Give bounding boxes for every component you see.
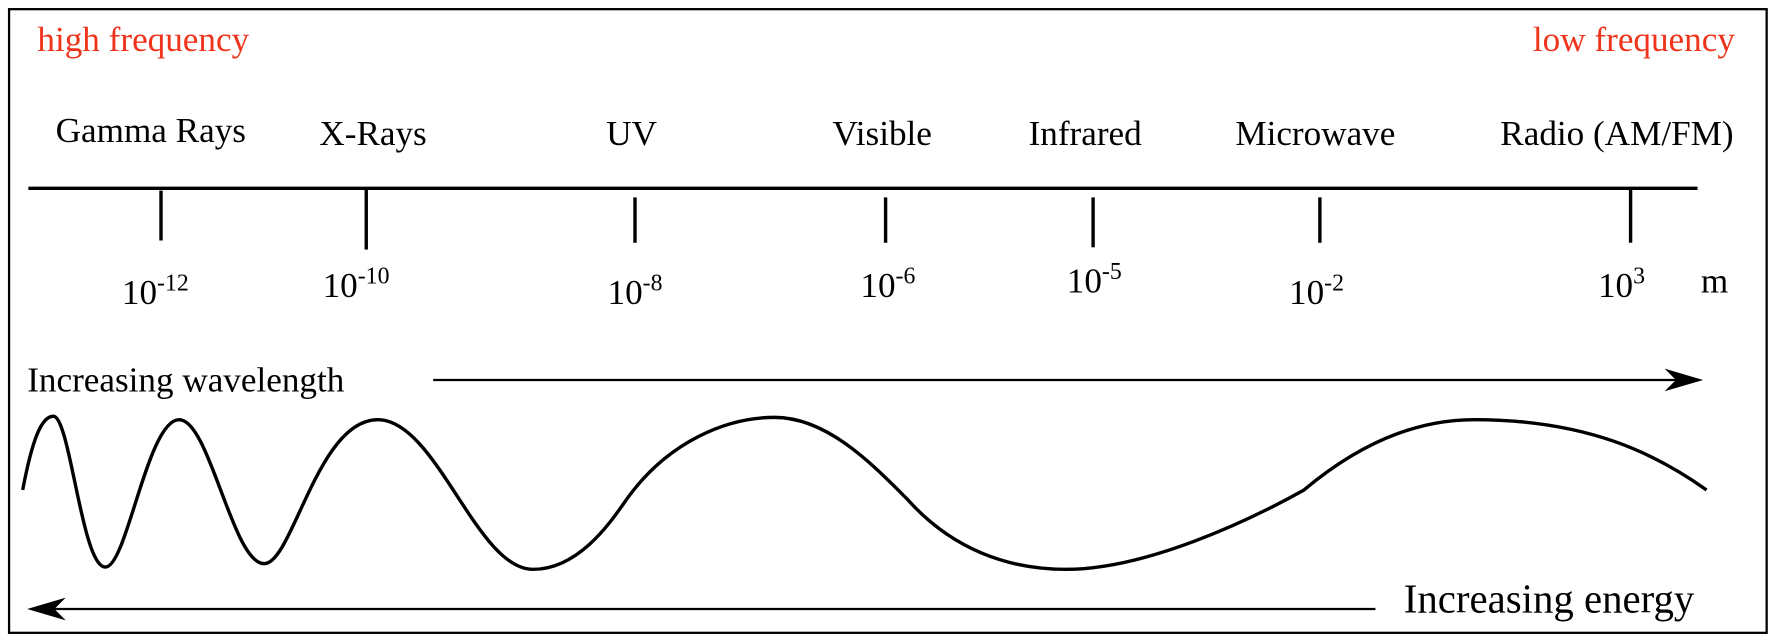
band-name: Gamma Rays: [56, 111, 246, 150]
wavelength-base: 10: [122, 273, 157, 312]
arrow-head: [27, 597, 66, 621]
wavelength-arrow-label: Increasing wavelength: [27, 360, 345, 399]
frame: [7, 8, 1768, 634]
wavelength-exponent: -5: [1102, 259, 1122, 285]
wavelength-exponent: 3: [1633, 264, 1645, 290]
wavelength-base: 10: [1067, 262, 1102, 301]
wavelength-label: 10-5: [1067, 259, 1122, 301]
wavelength-base: 10: [860, 266, 895, 305]
wave: [21, 414, 1708, 572]
wavelength-label: 10-12: [122, 270, 189, 312]
wavelength-exponent: -2: [1324, 270, 1344, 296]
wavelength-base: 10: [608, 273, 643, 312]
wavelength-exponent: -12: [157, 270, 189, 296]
wavelength-exponent: -8: [643, 270, 663, 296]
band-name: Infrared: [1029, 114, 1143, 153]
wavelength-label: 10-8: [608, 270, 663, 312]
wavelength-label: 10-6: [860, 264, 915, 306]
wavelength-base: 10: [1289, 273, 1324, 312]
wavelength-label: 10-10: [323, 264, 390, 306]
wavelength-exponent: -6: [896, 264, 916, 290]
wavelength-exponent: -10: [358, 264, 390, 290]
high-frequency-label: high frequency: [37, 20, 249, 59]
wavelength-base: 10: [323, 266, 358, 305]
unit-label: m: [1701, 262, 1728, 301]
band-name: Radio (AM/FM): [1500, 114, 1733, 153]
low-frequency-label: low frequency: [1533, 20, 1735, 59]
wavelength-label: 10-2: [1289, 270, 1344, 312]
arrow-head: [1664, 368, 1704, 392]
wavelength-label: 103: [1598, 264, 1645, 306]
wavelength-base: 10: [1598, 266, 1633, 305]
energy-arrow-label: Increasing energy: [1404, 576, 1695, 621]
band-name: UV: [606, 114, 657, 153]
band-name: X-Rays: [319, 114, 426, 153]
band-name: Visible: [832, 114, 931, 153]
band-name: Microwave: [1235, 114, 1395, 153]
